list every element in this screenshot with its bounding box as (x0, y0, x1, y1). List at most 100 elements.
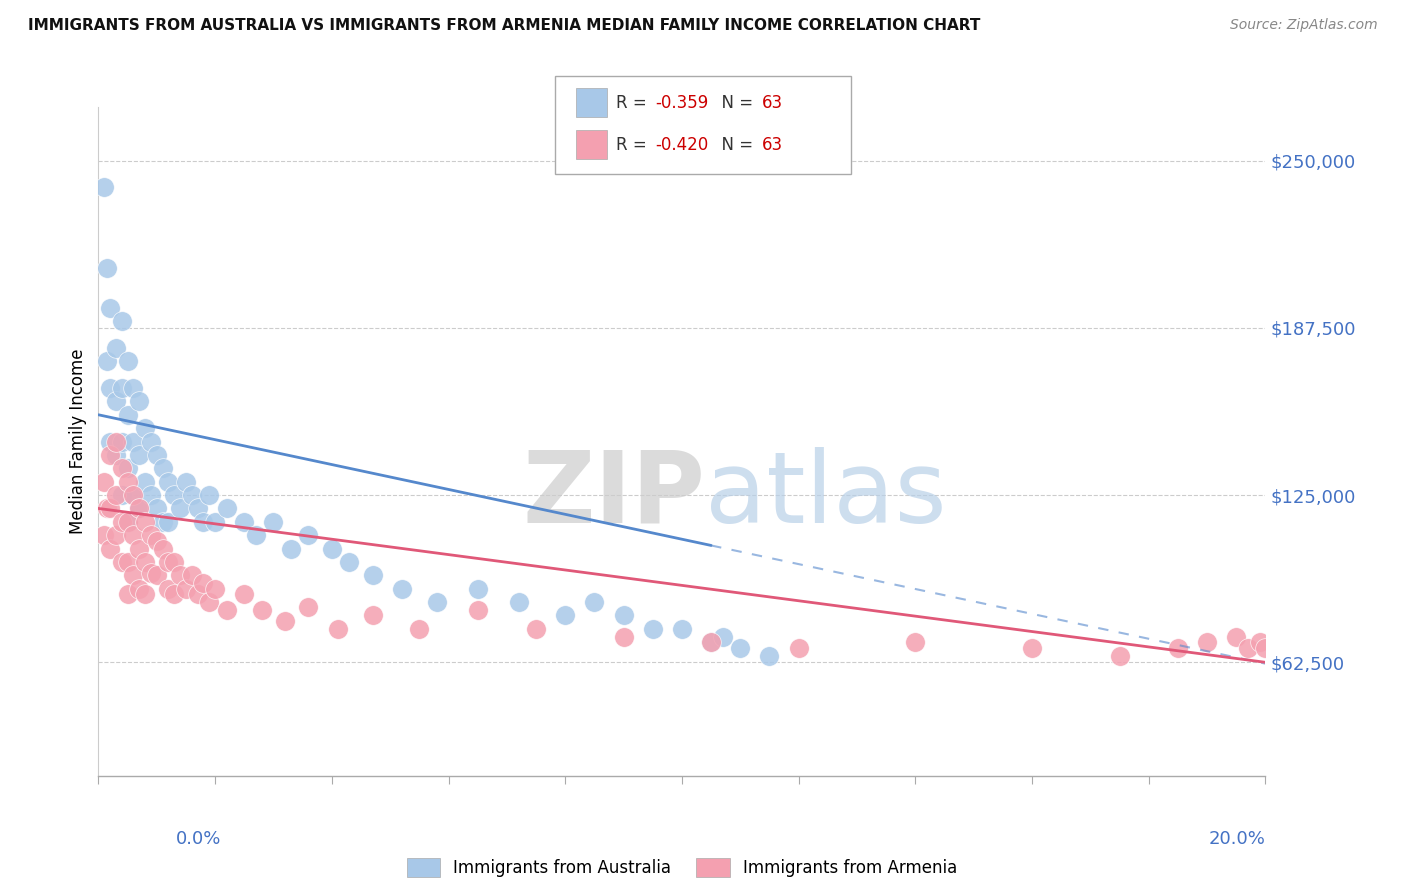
Point (128, 541, 150, 556)
Point (146, 501, 169, 516)
Point (152, 461, 174, 475)
Point (117, 515, 139, 529)
Point (262, 515, 284, 529)
Point (117, 475, 139, 489)
Point (157, 475, 180, 489)
Point (391, 582, 413, 596)
Point (117, 515, 139, 529)
Point (198, 595, 221, 609)
Point (180, 488, 202, 502)
Point (1108, 648, 1130, 663)
Text: 63: 63 (762, 136, 783, 153)
Text: -0.359: -0.359 (655, 94, 709, 112)
Point (361, 608, 384, 623)
Point (204, 582, 226, 596)
Text: atlas: atlas (706, 447, 946, 543)
Point (128, 501, 150, 516)
Point (554, 608, 576, 623)
Point (233, 515, 256, 529)
Point (193, 576, 215, 591)
Point (152, 515, 174, 529)
Point (671, 622, 693, 636)
Point (96, 260, 118, 275)
Point (128, 394, 150, 409)
Point (122, 568, 145, 582)
Point (297, 600, 319, 615)
Text: 0.0%: 0.0% (176, 830, 221, 847)
Point (122, 528, 145, 542)
Point (122, 434, 145, 449)
Point (139, 528, 162, 542)
Point (193, 515, 215, 529)
Point (134, 555, 156, 569)
Text: N =: N = (711, 94, 759, 112)
Point (104, 434, 127, 449)
Point (117, 555, 139, 569)
Point (169, 568, 191, 582)
Point (117, 354, 139, 368)
Point (146, 448, 169, 462)
Point (117, 461, 139, 475)
Point (117, 408, 139, 422)
Point (641, 622, 664, 636)
Point (204, 515, 226, 529)
Point (139, 488, 162, 502)
Point (321, 541, 343, 556)
Point (524, 622, 547, 636)
Point (93, 180, 115, 194)
Point (104, 528, 127, 542)
Point (787, 640, 810, 655)
Point (134, 421, 156, 435)
Point (1021, 640, 1043, 655)
Point (174, 582, 197, 596)
Text: Source: ZipAtlas.com: Source: ZipAtlas.com (1230, 18, 1378, 32)
Point (111, 314, 134, 328)
Point (711, 630, 734, 644)
Point (104, 488, 127, 502)
Point (1237, 640, 1260, 655)
Text: -0.420: -0.420 (655, 136, 709, 153)
Point (139, 434, 162, 449)
Point (122, 381, 145, 395)
Text: R =: R = (616, 136, 652, 153)
Text: ZIP: ZIP (523, 447, 706, 543)
Point (146, 533, 169, 548)
Point (1254, 640, 1277, 655)
Point (98, 541, 121, 556)
Point (98, 301, 121, 315)
Point (163, 555, 186, 569)
Point (326, 622, 349, 636)
Text: 20.0%: 20.0% (1209, 830, 1265, 847)
Point (215, 501, 238, 516)
Point (134, 587, 156, 601)
Point (146, 568, 169, 582)
Point (337, 555, 360, 569)
Y-axis label: Median Family Income: Median Family Income (69, 349, 87, 534)
Point (122, 488, 145, 502)
Text: 63: 63 (762, 94, 783, 112)
Point (152, 541, 174, 556)
Point (117, 587, 139, 601)
Point (111, 461, 134, 475)
Point (174, 475, 197, 489)
Text: R =: R = (616, 94, 652, 112)
Point (233, 587, 256, 601)
Point (96, 501, 118, 516)
Point (111, 381, 134, 395)
Point (1225, 630, 1247, 644)
Point (163, 587, 186, 601)
Point (508, 595, 530, 609)
Point (583, 595, 606, 609)
Point (198, 488, 221, 502)
Point (187, 587, 209, 601)
Point (111, 515, 134, 529)
Point (700, 635, 723, 649)
Point (93, 528, 115, 542)
Point (104, 341, 127, 355)
Point (1195, 635, 1218, 649)
Point (280, 541, 302, 556)
Point (215, 603, 238, 617)
Point (98, 434, 121, 449)
Point (98, 448, 121, 462)
Point (426, 595, 449, 609)
